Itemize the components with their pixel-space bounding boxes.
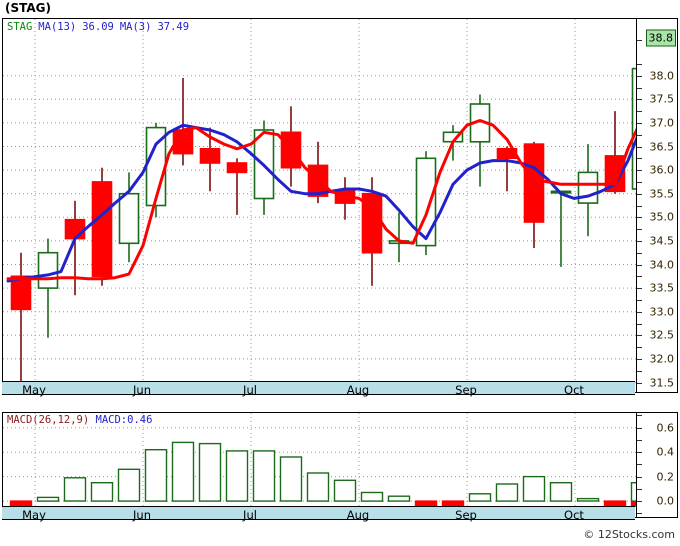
legend-ma13-label: MA(13) <box>38 21 77 33</box>
macd-y-axis-minor-tick <box>637 513 642 515</box>
y-axis-tick-mark <box>637 335 642 337</box>
macd-y-axis-tick-label: 0.6 <box>656 421 675 435</box>
y-axis-tick-label: 36.0 <box>649 163 675 177</box>
y-axis-tick-label: 35.0 <box>649 210 675 224</box>
macd-legend-value: MACD:0.46 <box>95 414 153 426</box>
y-axis-tick-label: 35.5 <box>649 187 675 201</box>
page-title: (STAG) <box>5 1 52 15</box>
y-axis-minor-tick <box>637 276 642 278</box>
footer: © 12Stocks.com <box>0 525 680 546</box>
price-y-axis: 38.0 37.5 37.0 36.5 36.0 35.5 35.0 34.5 34.0 33.5… <box>636 19 677 392</box>
y-axis-minor-tick <box>637 158 642 160</box>
macd-time-label: May <box>22 508 46 522</box>
y-axis-tick-mark <box>637 288 642 290</box>
y-axis-minor-tick <box>637 134 642 136</box>
macd-y-axis: 0.6 0.4 0.2 0.0 <box>636 413 677 517</box>
price-time-label: Jun <box>133 383 151 397</box>
y-axis-tick-mark <box>637 75 642 77</box>
y-axis-tick-mark <box>637 193 642 195</box>
y-axis-tick-mark <box>637 122 642 124</box>
y-axis-tick-mark <box>637 170 642 172</box>
macd-y-axis-minor-tick <box>637 439 642 441</box>
macd-time-label: Jul <box>243 508 257 522</box>
price-time-label: May <box>22 383 46 397</box>
y-axis-tick-label: 33.0 <box>649 305 675 319</box>
y-axis-tick-label: 34.0 <box>649 258 675 271</box>
window-title-bar: (STAG) <box>0 0 680 18</box>
macd-y-axis-tick-mark <box>637 476 642 478</box>
y-axis-tick-mark <box>637 264 642 266</box>
y-axis-minor-tick <box>637 370 642 372</box>
macd-time-label: Oct <box>564 508 584 522</box>
y-axis-tick-mark <box>637 382 642 384</box>
macd-y-axis-tick-mark <box>637 427 642 429</box>
macd-y-axis-tick-label: 0.4 <box>656 445 675 459</box>
macd-legend-name: MACD(26,12,9) <box>7 414 90 426</box>
macd-chart-panel: MACD(26,12,9) MACD:0.46 0.6 0.4 0.2 0.0 <box>2 412 678 518</box>
last-price-badge: 38.8 <box>645 29 676 47</box>
y-axis-minor-tick <box>637 87 642 89</box>
macd-y-axis-tick-label: 0.0 <box>656 494 675 508</box>
y-axis-minor-tick <box>637 205 642 207</box>
price-time-axis: May Jun Jul Aug Sep Oct <box>2 381 635 397</box>
y-axis-tick-mark <box>637 99 642 101</box>
y-axis-tick-label: 37.5 <box>649 92 675 106</box>
macd-y-axis-minor-tick <box>637 464 642 466</box>
macd-y-axis-tick-label: 0.2 <box>656 470 675 484</box>
y-axis-minor-tick <box>637 323 642 325</box>
y-axis-tick-mark <box>637 217 642 219</box>
y-axis-minor-tick <box>637 229 642 231</box>
y-axis-tick-label: 38.0 <box>649 69 675 83</box>
legend-ma3-label: MA(3) <box>119 21 152 33</box>
price-time-label: Jul <box>243 383 257 397</box>
macd-time-label: Jun <box>133 508 151 522</box>
copyright-label: © 12Stocks.com <box>583 528 675 541</box>
y-axis-minor-tick <box>637 111 642 113</box>
y-axis-tick-mark <box>637 358 642 360</box>
macd-y-axis-minor-tick <box>637 488 642 490</box>
y-axis-minor-tick <box>637 252 642 254</box>
y-axis-minor-tick <box>637 299 642 301</box>
macd-y-axis-minor-tick <box>637 415 642 417</box>
y-axis-minor-tick <box>637 40 642 42</box>
y-axis-tick-label: 32.0 <box>649 352 675 366</box>
y-axis-tick-label: 37.0 <box>649 116 675 130</box>
y-axis-minor-tick <box>637 347 642 349</box>
y-axis-tick-label: 33.5 <box>649 281 675 295</box>
price-chart-panel: STAG MA(13) 36.09 MA(3) 37.49 38.0 37.5 37.0 36… <box>2 18 678 393</box>
price-time-label: Oct <box>564 383 584 397</box>
y-axis-tick-mark <box>637 311 642 313</box>
macd-y-axis-tick-mark <box>637 501 642 503</box>
price-time-label: Aug <box>346 383 370 397</box>
price-time-label: Sep <box>455 383 477 397</box>
macd-plot-area: MACD(26,12,9) MACD:0.46 <box>3 413 636 517</box>
candlestick-svg <box>3 19 636 392</box>
y-axis-tick-mark <box>637 240 642 242</box>
y-axis-tick-label: 32.5 <box>649 328 675 342</box>
y-axis-tick-mark <box>637 146 642 148</box>
legend-symbol: STAG <box>7 21 33 33</box>
macd-histogram-svg <box>3 413 636 517</box>
y-axis-tick-label: 34.5 <box>649 234 675 248</box>
macd-legend: MACD(26,12,9) MACD:0.46 <box>7 414 152 426</box>
macd-time-axis: May Jun Jul Aug Sep Oct <box>2 506 635 522</box>
legend-ma13-value: 36.09 <box>82 21 114 33</box>
macd-y-axis-tick-mark <box>637 452 642 454</box>
y-axis-tick-label: 36.5 <box>649 140 675 153</box>
y-axis-minor-tick <box>637 181 642 183</box>
price-plot-area: STAG MA(13) 36.09 MA(3) 37.49 <box>3 19 636 392</box>
macd-time-label: Aug <box>346 508 370 522</box>
y-axis-minor-tick <box>637 63 642 65</box>
y-axis-tick-label: 31.5 <box>649 376 675 390</box>
legend-ma3-value: 37.49 <box>157 21 190 33</box>
macd-time-label: Sep <box>455 508 477 522</box>
price-legend: STAG MA(13) 36.09 MA(3) 37.49 <box>7 21 195 33</box>
